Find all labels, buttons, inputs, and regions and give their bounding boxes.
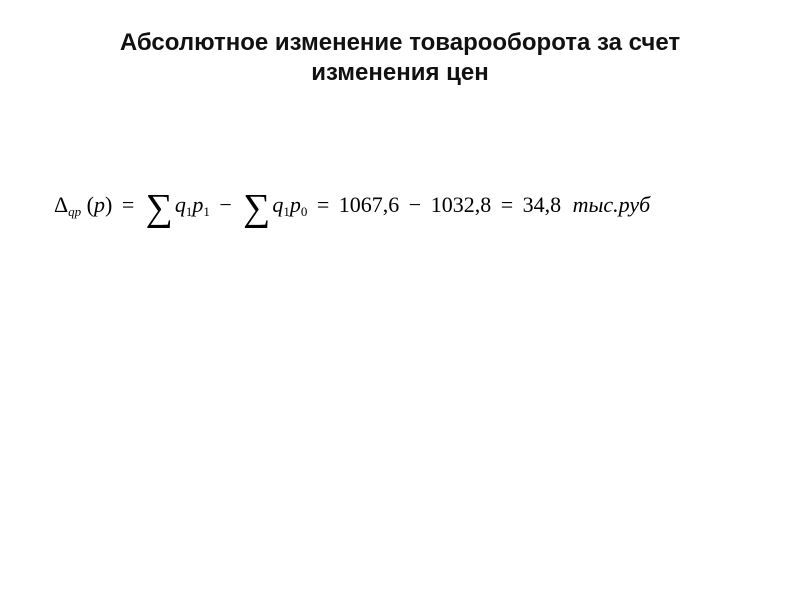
p0-b-sub: 0 (301, 204, 308, 219)
p1-a: p (192, 192, 203, 217)
equals-3: = (497, 192, 517, 217)
formula: Δqp (p) = ∑q1p1 − ∑q1p0 = 1067,6 − 1032,… (54, 192, 754, 220)
unit-label: тыс.руб (567, 192, 651, 217)
q1-a: q (175, 192, 186, 217)
q1-b: q (272, 192, 283, 217)
minus-1: − (215, 192, 235, 217)
delta-subscript: qp (68, 204, 81, 219)
equals-1: = (118, 192, 138, 217)
result-value: 34,8 (523, 192, 562, 217)
equals-2: = (313, 192, 333, 217)
q1-b-sub: 1 (283, 204, 290, 219)
value-1: 1067,6 (339, 192, 400, 217)
paren-open: ( (87, 192, 94, 217)
arg-p: p (94, 192, 105, 217)
title-line-2: изменения цен (311, 59, 489, 86)
minus-2: − (405, 192, 425, 217)
slide-title: Абсолютное изменение товарооборота за сч… (0, 28, 800, 88)
value-2: 1032,8 (431, 192, 492, 217)
p0-b: p (290, 192, 301, 217)
q1-a-sub: 1 (186, 204, 193, 219)
title-line-1: Абсолютное изменение товарооборота за сч… (120, 29, 680, 56)
slide: Абсолютное изменение товарооборота за сч… (0, 0, 800, 600)
p1-a-sub: 1 (203, 204, 210, 219)
paren-close: ) (105, 192, 112, 217)
delta-symbol: Δ (54, 192, 68, 217)
